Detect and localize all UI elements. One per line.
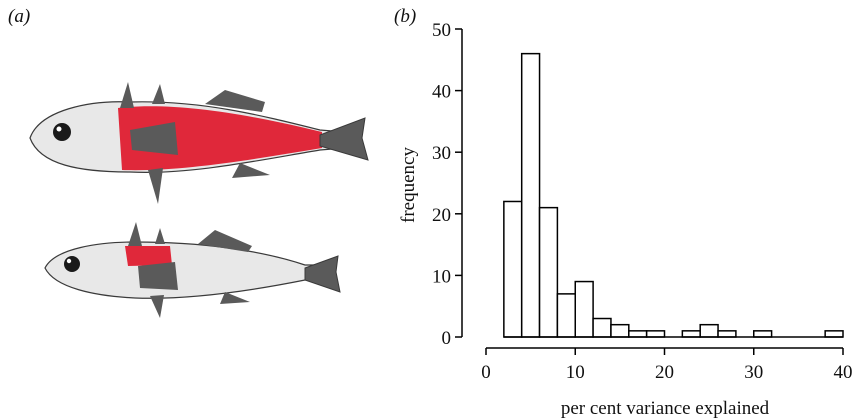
histogram-bar <box>753 330 773 338</box>
y-tick-label: 20 <box>432 205 451 226</box>
histogram-bar <box>503 200 523 338</box>
y-axis-label: frequency <box>398 147 419 223</box>
histogram-bar <box>681 330 701 338</box>
histogram-bar <box>592 317 612 338</box>
x-tick-label: 0 <box>481 362 491 383</box>
histogram-bar <box>538 206 559 338</box>
histogram-bar <box>520 52 541 338</box>
fish-illustrations <box>29 82 369 318</box>
histogram-chart: 0 10 20 30 40 50 0 10 20 30 40 frequency per cent… <box>398 20 853 419</box>
x-tick-label: 40 <box>834 362 853 383</box>
y-axis-ticks: 0 10 20 30 40 50 <box>432 20 462 349</box>
y-tick-label: 10 <box>432 266 451 287</box>
histogram-bar <box>574 280 594 338</box>
fish-reduced-armour <box>44 222 341 318</box>
x-axis-ticks: 0 10 20 30 40 <box>481 348 853 383</box>
x-tick-label: 20 <box>655 362 674 383</box>
histogram-bar <box>628 330 648 338</box>
histogram-bar <box>610 323 630 338</box>
fish-complete-armour <box>29 82 369 204</box>
x-axis-label: per cent variance explained <box>561 398 770 419</box>
panel-label-a: (a) <box>8 6 31 27</box>
y-tick-label: 40 <box>432 82 451 103</box>
histogram-bar <box>645 330 666 338</box>
x-tick-label: 30 <box>744 362 763 383</box>
panel-label-b: (b) <box>394 6 417 27</box>
histogram-bar <box>699 323 719 338</box>
histogram-bar <box>824 330 844 338</box>
x-tick-label: 10 <box>566 362 585 383</box>
histogram-bar <box>556 293 576 338</box>
histogram-bar <box>717 330 737 338</box>
histogram-bars <box>503 52 844 338</box>
y-tick-label: 0 <box>442 328 452 349</box>
y-tick-label: 30 <box>432 143 451 164</box>
y-tick-label: 50 <box>432 20 451 41</box>
